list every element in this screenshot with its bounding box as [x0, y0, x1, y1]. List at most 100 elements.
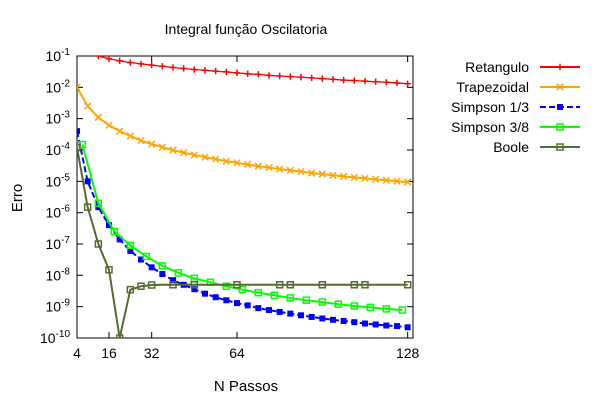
point-simpson-1-3	[362, 320, 368, 327]
point-retangulo	[351, 77, 358, 84]
point-retangulo	[383, 79, 390, 86]
point-simpson-1-3	[159, 271, 166, 278]
legend-marker	[556, 143, 564, 151]
point-boole	[83, 203, 92, 211]
point-trapezoidal	[243, 160, 252, 169]
y-tick-exponent: -3	[61, 110, 70, 121]
point-simpson-1-3	[383, 322, 390, 329]
series-retangulo	[95, 56, 411, 87]
legend: Retangulo Trapezoidal Simpson 1/3 Simpson 3…	[451, 59, 580, 155]
y-tick-exponent: -8	[61, 266, 70, 277]
point-trapezoidal	[83, 102, 92, 110]
y-tick-exponent: -10	[56, 329, 71, 340]
point-retangulo	[137, 60, 145, 68]
point-simpson-3-8	[158, 262, 167, 270]
x-tick-label: 32	[144, 345, 160, 361]
point-trapezoidal	[403, 178, 412, 186]
point-trapezoidal	[393, 177, 401, 185]
point-retangulo	[255, 71, 262, 78]
y-tick-label: 10-6	[46, 204, 71, 221]
series-boole	[77, 143, 412, 338]
point-simpson-1-3	[84, 178, 91, 185]
point-simpson-1-3	[95, 204, 102, 211]
point-boole	[137, 282, 145, 290]
point-trapezoidal	[318, 170, 327, 178]
x-tick-label: 128	[396, 345, 420, 361]
point-boole	[77, 143, 81, 152]
legend-item-boole: Boole	[493, 139, 580, 155]
y-tick-exponent: -5	[61, 172, 70, 183]
y-tick-base: 10	[46, 111, 62, 127]
point-simpson-1-3	[319, 315, 326, 322]
point-simpson-1-3	[394, 323, 400, 330]
point-trapezoidal	[137, 136, 145, 145]
legend-item-trapezoidal: Trapezoidal	[456, 79, 580, 95]
legend-item-retangulo: Retangulo	[465, 59, 580, 75]
point-trapezoidal	[350, 173, 359, 182]
point-simpson-3-8	[318, 298, 327, 306]
point-simpson-1-3	[202, 290, 208, 297]
point-simpson-1-3	[404, 324, 411, 331]
point-trapezoidal	[201, 153, 209, 161]
point-retangulo	[233, 69, 241, 77]
point-simpson-1-3	[138, 256, 144, 263]
point-simpson-3-8	[142, 252, 151, 261]
point-retangulo	[180, 65, 187, 72]
legend-marker	[556, 123, 564, 131]
point-simpson-1-3	[287, 310, 294, 317]
point-simpson-3-8	[350, 302, 359, 310]
y-tick-exponent: -9	[61, 298, 70, 309]
point-retangulo	[127, 59, 134, 66]
y-tick-base: 10	[46, 79, 62, 95]
point-simpson-1-3	[116, 236, 123, 243]
y-tick-label: 10-1	[46, 47, 71, 64]
series-line-retangulo	[98, 56, 408, 85]
point-trapezoidal	[297, 167, 305, 176]
point-trapezoidal	[105, 121, 113, 129]
point-trapezoidal	[169, 146, 177, 154]
point-simpson-3-8	[382, 305, 391, 313]
legend-item-simpson-3-8: Simpson 3/8	[451, 119, 580, 135]
point-simpson-3-8	[126, 241, 135, 250]
y-tick-exponent: -2	[61, 78, 70, 89]
y-tick-label: 10-10	[40, 329, 70, 346]
point-simpson-3-8	[270, 291, 279, 300]
point-simpson-3-8	[238, 285, 247, 294]
point-trapezoidal	[94, 113, 103, 122]
point-retangulo	[265, 72, 273, 79]
point-boole	[190, 281, 199, 289]
x-tick-label: 64	[229, 345, 245, 361]
point-trapezoidal	[211, 155, 220, 163]
series-trapezoidal	[77, 83, 412, 186]
y-tick-base: 10	[40, 330, 56, 346]
point-boole	[318, 281, 327, 289]
point-trapezoidal	[275, 165, 284, 173]
axis-ticks: 4 16 32 64 12810-110-210-310-410-510-610-710…	[40, 47, 420, 361]
point-simpson-1-3	[212, 294, 219, 301]
point-trapezoidal	[147, 140, 156, 148]
point-simpson-1-3	[127, 247, 134, 254]
point-simpson-1-3	[351, 319, 358, 326]
point-simpson-1-3	[298, 312, 304, 319]
point-retangulo	[212, 67, 219, 75]
y-tick-label: 10-2	[46, 78, 71, 95]
point-simpson-1-3	[234, 300, 240, 307]
point-simpson-3-8	[222, 282, 231, 290]
series-line-simpson-3-8	[81, 144, 403, 312]
point-boole	[286, 281, 295, 289]
x-tick-label: 16	[101, 345, 117, 361]
point-simpson-1-3	[340, 317, 347, 324]
legend-marker	[557, 104, 563, 110]
point-simpson-1-3	[276, 308, 283, 315]
plot-frame	[76, 55, 414, 339]
y-tick-label: 10-7	[46, 235, 71, 252]
point-retangulo	[159, 63, 166, 70]
point-retangulo	[287, 73, 294, 80]
point-retangulo	[276, 72, 283, 80]
chart-title: Integral função Oscilatoria	[165, 21, 328, 37]
legend-marker	[556, 63, 564, 71]
point-retangulo	[201, 67, 209, 74]
point-simpson-3-8	[334, 300, 343, 308]
point-retangulo	[169, 64, 177, 71]
